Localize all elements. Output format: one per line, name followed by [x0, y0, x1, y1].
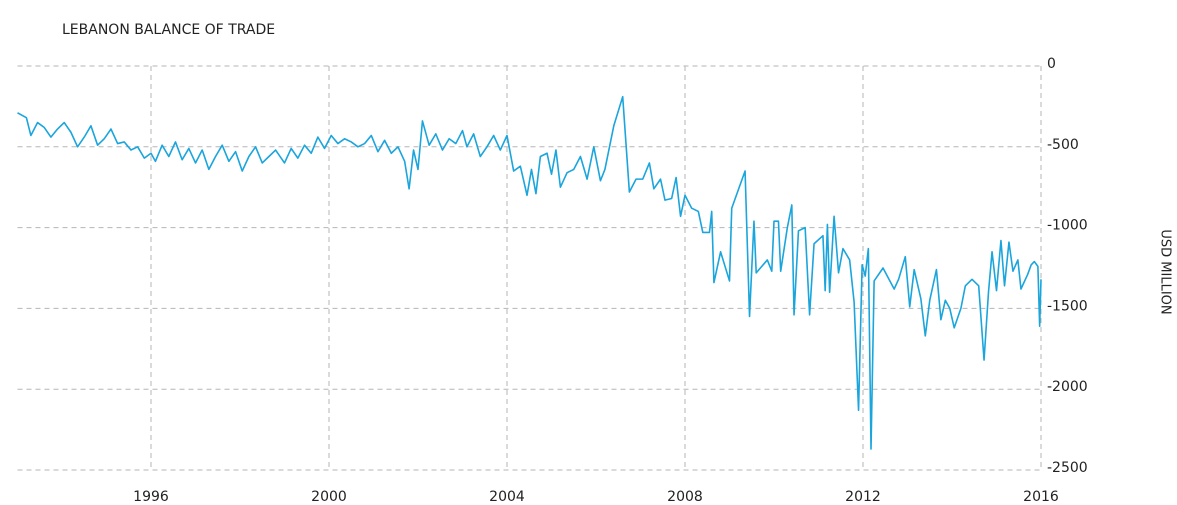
x-tick-label: 2012 [845, 489, 881, 505]
chart-title: LEBANON BALANCE OF TRADE [62, 22, 275, 38]
y-tick-label: -500 [1047, 137, 1079, 153]
x-tick-label: 2016 [1023, 489, 1059, 505]
x-tick-label: 2000 [311, 489, 347, 505]
y-tick-label: -1000 [1047, 218, 1088, 234]
x-tick-label: 2004 [489, 489, 525, 505]
y-tick-label: -2500 [1047, 460, 1088, 476]
y-tick-label: 0 [1047, 56, 1056, 72]
y-tick-label: -2000 [1047, 379, 1088, 395]
data-line [17, 95, 1042, 450]
x-tick-label: 1996 [133, 489, 169, 505]
x-tick-label: 2008 [667, 489, 703, 505]
y-tick-label: -1500 [1047, 298, 1088, 314]
y-axis-label: USD MILLION [1158, 229, 1173, 314]
